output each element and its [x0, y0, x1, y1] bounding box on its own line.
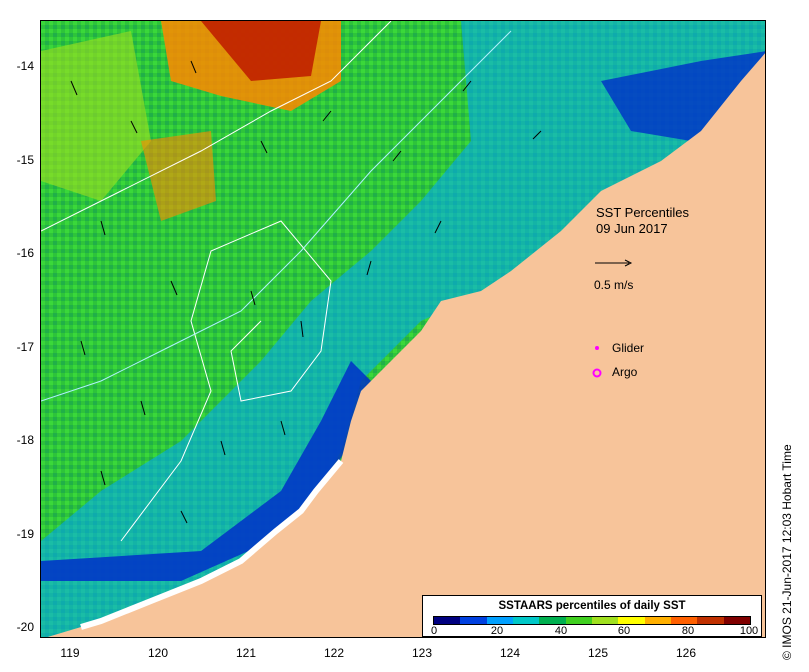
lon-tick: 124: [499, 646, 521, 660]
sst-map: [40, 20, 766, 638]
legend-swatch: [644, 617, 671, 624]
coastline: [80, 459, 344, 630]
lon-tick: 125: [587, 646, 609, 660]
lat-tick: -15: [16, 153, 34, 167]
legend-swatch: [591, 617, 619, 624]
legend-tick: 0: [430, 625, 438, 637]
map-title: SST Percentiles 09 Jun 2017: [596, 205, 689, 237]
depth-contour: [120, 220, 332, 542]
argo-marker: [592, 368, 602, 378]
glider-marker: [595, 346, 599, 350]
legend-swatch: [697, 617, 724, 624]
lon-tick: 126: [675, 646, 697, 660]
lon-tick: 123: [411, 646, 433, 660]
current-vectors: [70, 60, 542, 524]
scale-arrowhead: [624, 259, 633, 267]
warm-anomaly-core: [201, 21, 321, 81]
legend-swatch: [434, 617, 461, 624]
lat-tick: -17: [16, 340, 34, 354]
legend-swatch: [539, 617, 566, 624]
lon-tick: 120: [147, 646, 169, 660]
lon-tick: 119: [60, 646, 80, 660]
warm-anomaly-west: [141, 131, 216, 221]
lat-tick: -20: [16, 620, 34, 634]
land-mass: [47, 53, 765, 637]
glider-label: Glider: [612, 341, 645, 355]
cool-anomaly-band: [41, 21, 765, 637]
legend-title: SSTAARS percentiles of daily SST: [498, 600, 686, 612]
lat-tick: -18: [16, 433, 34, 447]
depth-contour: [41, 21, 392, 232]
legend-swatch: [670, 617, 698, 624]
legend-colorbar: [433, 616, 751, 625]
legend-tick: 100: [739, 625, 759, 637]
legend-tick: 20: [490, 625, 504, 637]
legend-swatch: [512, 617, 540, 624]
map-title-line1: SST Percentiles: [596, 205, 689, 220]
argo-label: Argo: [612, 365, 638, 379]
mid-anomaly-west: [41, 31, 151, 201]
legend-tick: 40: [554, 625, 568, 637]
legend-tick: 60: [617, 625, 631, 637]
legend-swatch: [723, 617, 750, 624]
lat-tick: -19: [16, 527, 34, 541]
legend-swatch: [618, 617, 645, 624]
sst-map-canvas: [41, 21, 765, 637]
lon-tick: 122: [323, 646, 345, 660]
map-title-line2: 09 Jun 2017: [596, 221, 668, 236]
lat-tick: -16: [16, 246, 34, 260]
legend: SSTAARS percentiles of daily SST 0 20 40…: [422, 595, 762, 637]
lat-tick: -14: [16, 59, 34, 73]
lon-tick: 121: [235, 646, 257, 660]
credit-text: © IMOS 21-Jun-2017 12:03 Hobart Time: [780, 444, 794, 660]
legend-swatch: [565, 617, 592, 624]
scale-label: 0.5 m/s: [594, 278, 634, 292]
legend-swatch: [486, 617, 513, 624]
depth-contour: [41, 30, 512, 402]
legend-tick: 80: [681, 625, 695, 637]
legend-swatch: [460, 617, 487, 624]
cold-anomaly-coastal-south: [41, 361, 371, 581]
